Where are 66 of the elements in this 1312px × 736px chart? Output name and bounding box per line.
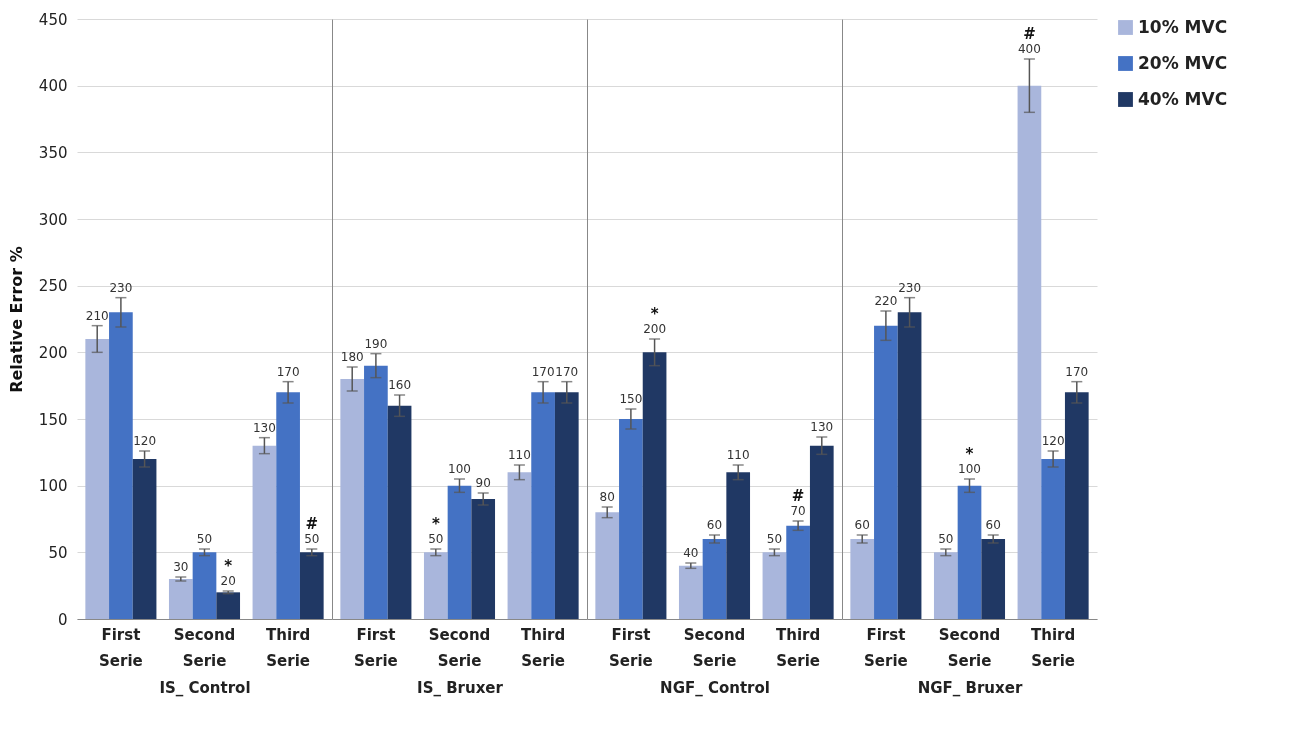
y-axis-title: Relative Error % (6, 246, 26, 393)
data-label: 50 (766, 532, 783, 546)
y-tick-label: 350 (38, 143, 68, 162)
y-tick-label: 200 (38, 343, 68, 362)
x-axis-title: NGF_ Control (660, 678, 770, 697)
data-label: 210 (85, 308, 109, 323)
text: # 50 (304, 515, 320, 546)
y-tick-label: 400 (38, 77, 68, 96)
text: # 400 (1017, 25, 1041, 56)
y-tick-label: 450 (38, 10, 68, 29)
text: * 100 (958, 445, 981, 476)
data-label: 120 (1041, 434, 1065, 448)
data-label: 40 (683, 546, 699, 560)
data-label: 30 (173, 560, 189, 574)
x-tick-label: Third Serie (776, 625, 821, 670)
data-label: 190 (364, 336, 388, 351)
data-label: 50 (196, 532, 213, 546)
data-label: 220 (874, 294, 898, 308)
data-label: 60 (985, 518, 1001, 532)
data-label: 90 (475, 476, 491, 490)
x-tick-label: Second Serie (428, 625, 491, 670)
data-label: 180 (340, 350, 364, 364)
x-tick-label: First Serie (609, 625, 653, 670)
x-axis-title: IS_ Bruxer (417, 678, 504, 697)
data-label: 160 (388, 378, 412, 392)
data-label: 170 (1065, 364, 1089, 379)
y-tick-label: 50 (48, 543, 68, 562)
legend-label: 40% MVC (1138, 88, 1228, 109)
text: * 20 (220, 557, 236, 588)
data-label: 230 (898, 280, 922, 295)
x-tick-label: First Serie (864, 625, 908, 670)
data-label: 110 (726, 448, 750, 462)
x-tick-label: Third Serie (521, 625, 566, 670)
data-label: 130 (810, 420, 834, 434)
data-label: 120 (133, 434, 157, 448)
text: * 200 (643, 305, 667, 336)
x-tick-label: First Serie (354, 625, 398, 670)
x-axis-title: IS_ Control (159, 678, 251, 697)
y-tick-label: 0 (57, 610, 68, 629)
data-label: 60 (706, 518, 723, 532)
x-tick-label: Third Serie (1031, 625, 1076, 670)
x-tick-label: First Serie (99, 625, 143, 670)
x-tick-label: Second Serie (938, 625, 1001, 670)
data-label: 100 (448, 462, 471, 476)
data-label: 130 (252, 420, 276, 435)
legend-label: 10% MVC (1138, 16, 1228, 37)
data-label: 170 (555, 364, 579, 379)
data-label: 170 (276, 364, 300, 379)
data-label: 80 (599, 490, 615, 504)
text: # 70 (790, 487, 806, 518)
data-label: 150 (619, 392, 643, 406)
y-tick-label: 150 (38, 410, 68, 429)
data-label: 60 (854, 518, 870, 532)
data-label: 170 (531, 364, 555, 379)
data-label: 230 (109, 280, 133, 295)
legend-label: 20% MVC (1138, 52, 1228, 73)
x-tick-label: Third Serie (266, 625, 311, 670)
y-tick-label: 300 (38, 210, 68, 229)
x-tick-label: Second Serie (173, 625, 236, 670)
x-axis-title: NGF_ Bruxer (917, 678, 1023, 697)
y-tick-label: 100 (38, 477, 68, 496)
x-tick-label: Second Serie (683, 625, 746, 670)
data-label: 110 (507, 448, 531, 462)
text: * 50 (428, 515, 444, 546)
data-label: 50 (938, 532, 954, 546)
y-tick-label: 250 (38, 277, 68, 296)
